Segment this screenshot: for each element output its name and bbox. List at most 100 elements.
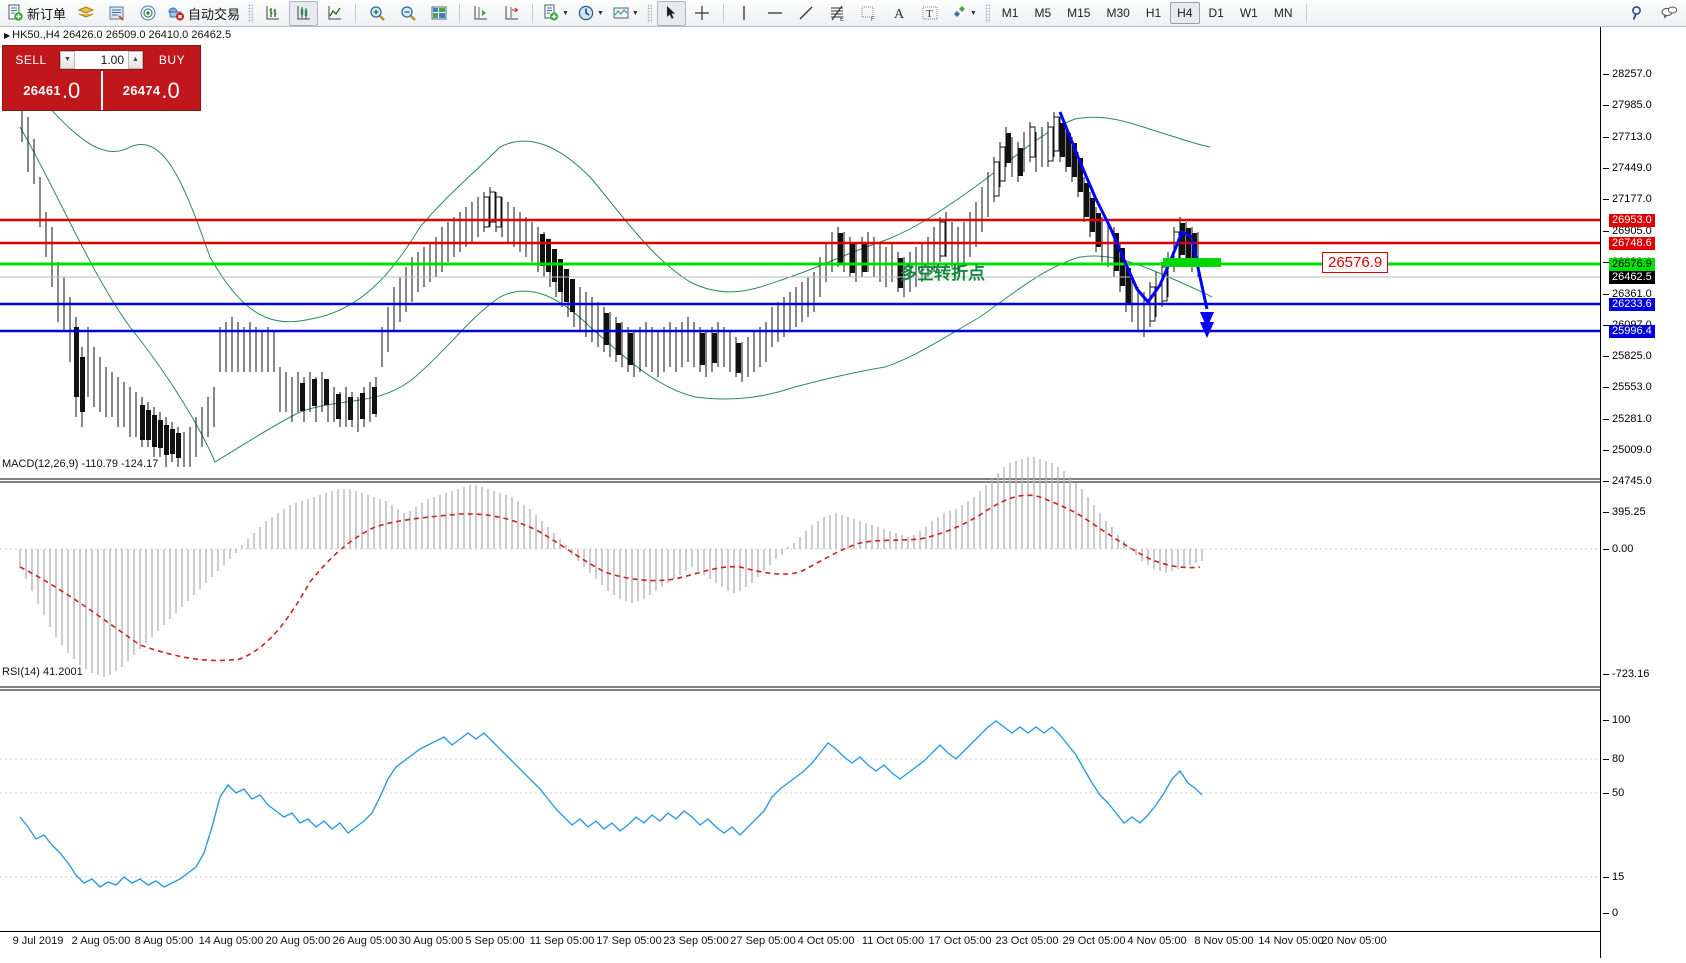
volume-increase-button[interactable]: ▲ [128,50,143,69]
toolbar-separator-5 [1305,3,1307,23]
price-callout-tag[interactable]: 26576.9 [1322,252,1389,273]
chart-canvas [0,76,1600,888]
line-chart-button[interactable] [320,1,349,26]
vertical-line-button[interactable] [730,1,759,26]
period-dropdown-caret[interactable]: ▼ [596,9,604,17]
chart-shift-icon [474,6,487,20]
search-icon [1631,6,1641,20]
date-tick: 30 Aug 05:00 [398,935,464,947]
svg-text:F: F [871,17,875,22]
price-tick: 25281.0 [1601,413,1686,425]
svg-text:T: T [926,8,933,20]
price-tick: 27177.0 [1601,193,1686,205]
level-pill-resistance-1[interactable]: 26953.0 [1609,214,1655,227]
pivot-highlight-box [1163,258,1221,267]
trendline-button[interactable] [792,1,821,26]
timeframe-mn[interactable]: MN [1273,6,1293,20]
chart-plot-area[interactable] [0,27,1600,958]
toolbar-separator-4 [722,3,724,23]
timeframe-m30[interactable]: M30 [1106,6,1130,20]
sell-button[interactable]: SELL [6,49,56,70]
indicators-button[interactable]: ▼ [539,1,572,26]
level-pill-pivot[interactable]: 26576.9 [1609,258,1655,271]
price-tick-label: 27449.0 [1612,162,1652,174]
templates-dropdown-caret[interactable]: ▼ [631,9,639,17]
collapse-arrow-icon[interactable]: ▶ [4,31,11,40]
chart-window[interactable]: ▶ HK50.,H4 26426.0 26509.0 26410.0 26462.… [0,27,1686,959]
date-tick: 8 Nov 05:00 [1194,935,1254,947]
navigator-button[interactable] [133,1,162,26]
shapes-button[interactable]: ▼ [947,1,980,26]
date-tick: 23 Oct 05:00 [995,935,1059,947]
rsi-indicator-label[interactable]: RSI(14) 41.2001 [2,666,83,678]
timeframe-w1[interactable]: W1 [1239,6,1258,20]
level-pill-resistance-2[interactable]: 26748.6 [1609,237,1655,250]
price-tick-label: 25281.0 [1612,413,1652,425]
zoom-in-button[interactable] [362,1,391,26]
price-axis[interactable]: 28257.0 27985.0 27713.0 27449.0 27177.0 … [1600,27,1686,958]
zoom-out-button[interactable] [393,1,422,26]
toolbar-grip-2[interactable] [646,3,652,23]
candlestick-chart-button[interactable] [289,0,319,26]
timeframe-d1[interactable]: D1 [1208,6,1224,20]
shapes-dropdown-caret[interactable]: ▼ [969,9,977,17]
auto-scroll-button[interactable] [497,1,526,26]
text-label-button[interactable]: T [916,1,945,26]
one-click-trading-panel[interactable]: SELL ▼ 1.00 ▲ BUY 26461 .0 26474 .0 [2,45,201,111]
sell-price-cell[interactable]: 26461 .0 [3,71,101,110]
price-tick-label: 28257.0 [1612,68,1652,80]
price-tick: 27713.0 [1601,131,1686,143]
period-button[interactable]: ▼ [574,1,607,26]
price-tick: 26905.0 [1601,225,1686,237]
date-tick: 17 Sep 05:00 [596,935,662,947]
level-pill-support-1[interactable]: 26233.6 [1609,298,1655,311]
trade-panel-controls: SELL ▼ 1.00 ▲ BUY [3,46,200,71]
timeframe-m15[interactable]: M15 [1067,6,1091,20]
timeframe-m1[interactable]: M1 [1001,6,1019,20]
indicators-dropdown-caret[interactable]: ▼ [562,9,569,17]
date-axis[interactable]: 9 Jul 2019 2 Aug 05:00 8 Aug 05:00 14 Au… [0,931,1600,959]
level-pill-support-2[interactable]: 25996.4 [1609,325,1655,338]
volume-stepper[interactable]: ▼ 1.00 ▲ [59,49,144,70]
channel-button[interactable]: F [854,1,883,26]
volume-input[interactable]: 1.00 [75,50,128,69]
price-tick-label: 26905.0 [1612,225,1652,237]
date-tick: 4 Oct 05:00 [797,935,855,947]
chart-annotation-text[interactable]: 多空转折点 [900,264,985,284]
market-watch-button[interactable] [102,1,131,26]
volume-decrease-button[interactable]: ▼ [60,50,75,69]
price-tick: 25009.0 [1601,444,1686,456]
search-button[interactable] [1623,1,1652,26]
new-order-button[interactable]: 新订单 [3,1,69,26]
toolbar-grip[interactable] [248,3,254,23]
chart-shift-button[interactable] [466,1,495,26]
auto-trading-icon [168,7,185,21]
data-window-button[interactable] [424,1,453,26]
shapes-icon [953,6,965,17]
toolbar-grip-3[interactable] [984,3,990,23]
profiles-button[interactable] [71,1,100,26]
timeframe-h4[interactable]: H4 [1170,2,1200,24]
buy-price-decimal: .0 [161,77,180,103]
date-tick: 20 Nov 05:00 [1321,935,1387,947]
date-tick: 23 Sep 05:00 [663,935,729,947]
buy-button[interactable]: BUY [147,49,197,70]
crosshair-button[interactable] [688,1,717,26]
date-tick: 20 Aug 05:00 [265,935,331,947]
auto-trading-button[interactable]: 自动交易 [164,1,243,26]
macd-indicator-label[interactable]: MACD(12,26,9) -110.79 -124.17 [2,458,159,470]
cursor-button[interactable] [656,0,686,26]
chat-button[interactable] [1654,1,1683,26]
price-tick: 27985.0 [1601,99,1686,111]
fibo-button[interactable]: E [823,1,852,26]
buy-price-cell[interactable]: 26474 .0 [100,71,201,110]
bar-chart-button[interactable] [258,1,287,26]
timeframe-h1[interactable]: H1 [1145,6,1162,20]
text-button[interactable]: A [885,1,914,26]
timeframe-m5[interactable]: M5 [1034,6,1052,20]
new-order-label: 新订单 [27,6,67,22]
navigator-icon [140,5,156,21]
templates-button[interactable]: ▼ [609,1,642,26]
horizontal-line-button[interactable] [761,1,790,26]
